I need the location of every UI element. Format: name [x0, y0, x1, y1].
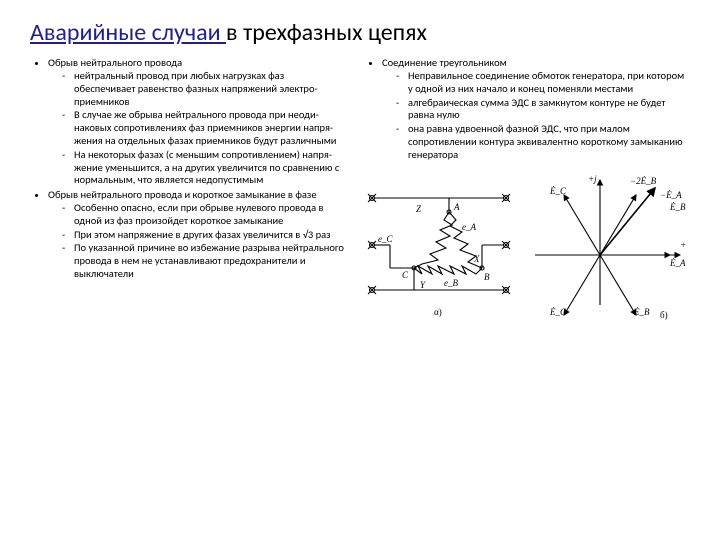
label: −2Ė_B	[630, 176, 657, 186]
circuit-diagram: e_C Z A e_A X C B Y e_B α)	[364, 170, 514, 320]
label: Ė_C	[549, 186, 567, 196]
left-column: Обрыв нейтрального провода нейтральный п…	[30, 57, 346, 319]
list-item: она равна удвоенной фазной ЭДС, что при …	[396, 123, 690, 161]
left-sec2-head: Обрыв нейтрального провода и короткое за…	[48, 188, 317, 201]
label: Y	[420, 280, 426, 290]
label: C	[402, 270, 409, 280]
label: Ė_C	[549, 307, 567, 317]
label: e_B	[444, 278, 458, 288]
right-sec1-head: Соединение треугольником	[382, 56, 507, 69]
left-sec1: Обрыв нейтрального провода нейтральный п…	[48, 57, 346, 187]
title-rest: в трехфазных цепях	[226, 18, 427, 47]
label: e_A	[462, 222, 476, 232]
a-label: α)	[434, 307, 442, 317]
left-sec1-head: Обрыв нейтрального провода	[48, 56, 182, 69]
label: e_C	[378, 234, 393, 244]
label: A	[453, 202, 460, 212]
list-item: нейтральный провод при любых нагрузках ф…	[62, 70, 346, 108]
label: X	[473, 254, 480, 264]
label: +	[680, 240, 686, 250]
right-sec1: Соединение треугольником Неправильное со…	[382, 57, 690, 161]
label: +j	[588, 174, 597, 184]
label: Z	[416, 204, 422, 214]
b-label: б)	[660, 310, 668, 320]
label: Ė_A	[669, 258, 686, 268]
right-column: Соединение треугольником Неправильное со…	[364, 57, 690, 319]
list-item: По указанной при­чине во избежание разры…	[62, 242, 346, 280]
left-sec2: Обрыв нейтрального провода и короткое за…	[48, 189, 346, 281]
diagram-row: e_C Z A e_A X C B Y e_B α)	[364, 170, 690, 320]
label: B	[484, 272, 490, 282]
title-underlined: Аварийные случаи	[30, 18, 226, 47]
columns: Обрыв нейтрального провода нейтральный п…	[30, 57, 690, 319]
list-item: Неправильное соединение обмоток генерато…	[396, 70, 690, 96]
list-item: Особенно опасно, если при обрыве нулевог…	[62, 202, 346, 228]
page-title: Аварийные случаи в трехфазных цепях	[30, 18, 690, 47]
label: Ė_B	[669, 202, 686, 212]
list-item: В случае же обрыва нейтрального провода …	[62, 109, 346, 147]
label: −Ė_A	[660, 190, 682, 200]
list-item: При этом напряже­ние в других фазах увел…	[62, 229, 346, 242]
label: Ė_B	[633, 307, 650, 317]
phasor-diagram: +j −2Ė_B −Ė_A Ė_B Ė_C Ė_A + Ė_B Ė_C б)	[520, 170, 690, 320]
list-item: На некоторых фазах (с меньшим сопротивле…	[62, 149, 346, 187]
list-item: алгебраическая сумма ЭДС в замкнутом кон…	[396, 97, 690, 123]
